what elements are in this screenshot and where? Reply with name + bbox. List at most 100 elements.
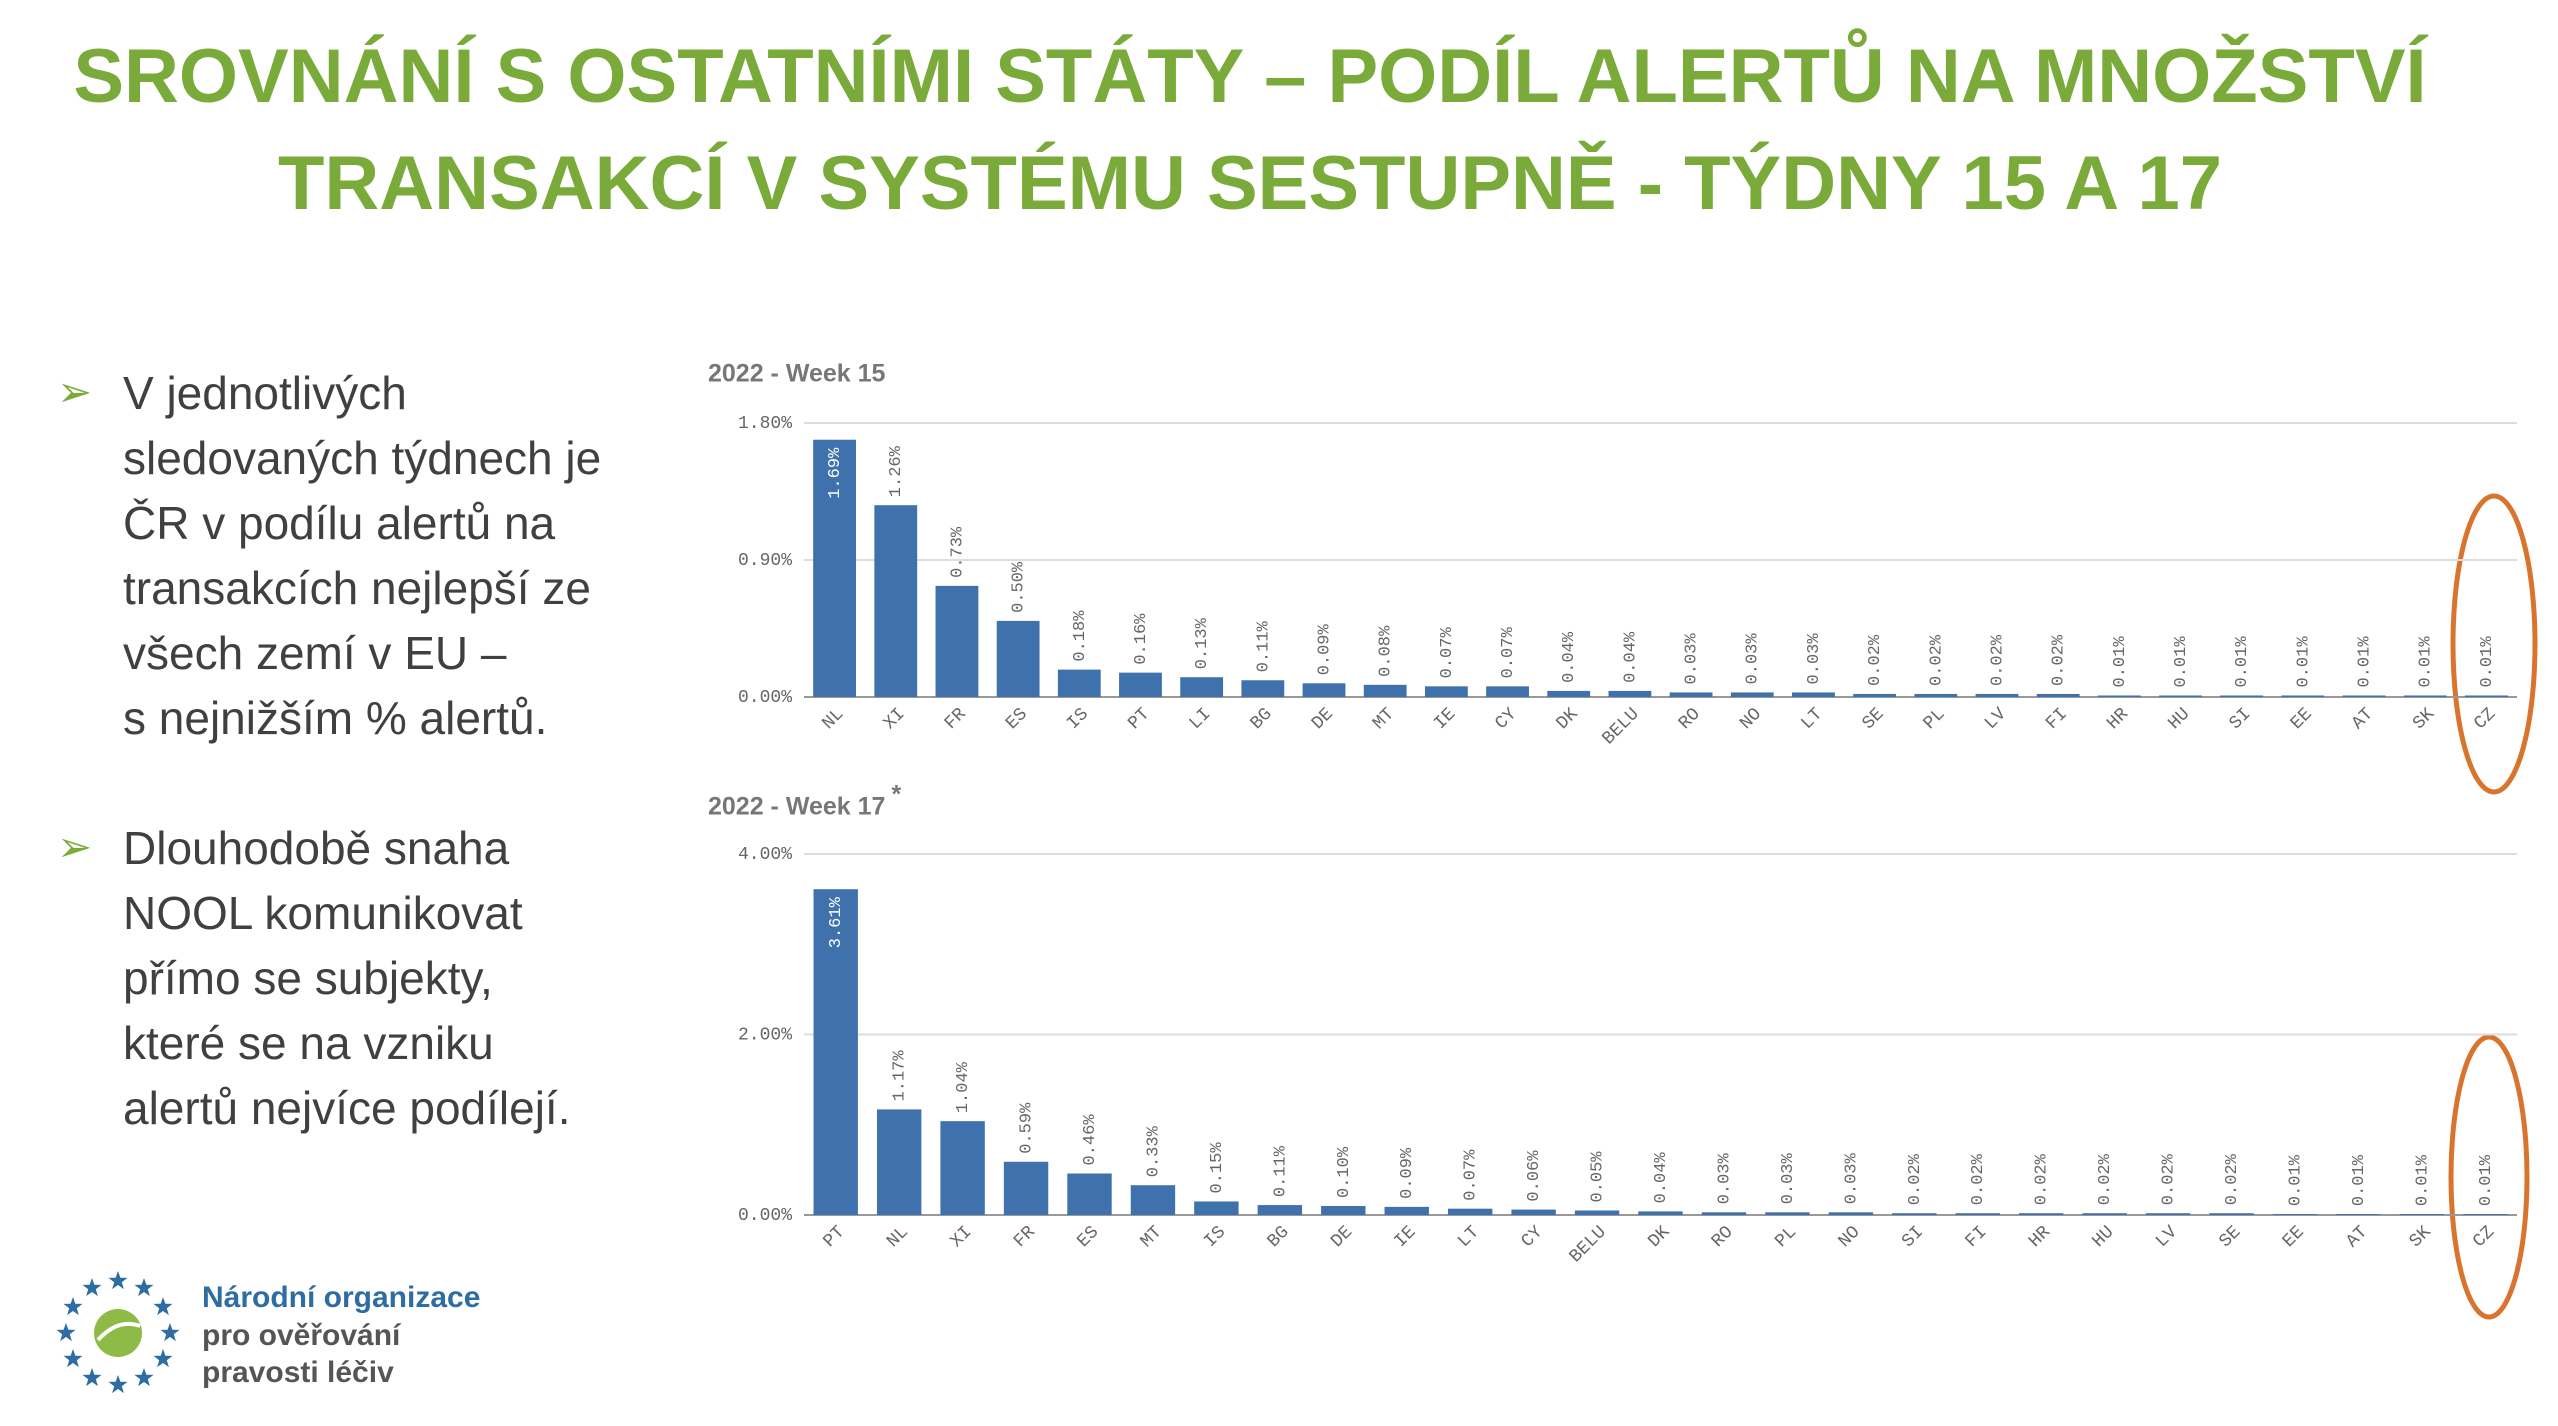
bar <box>2145 1213 2191 1215</box>
bar <box>2097 695 2141 697</box>
x-tick-label: NO <box>1736 704 1765 733</box>
logo-star <box>63 1297 83 1316</box>
x-tick-label: NL <box>883 1222 912 1251</box>
x-tick-label: BG <box>1247 704 1276 733</box>
y-tick-label: 0.90% <box>738 551 792 571</box>
value-label: 0.01% <box>2477 1154 2496 1206</box>
bar <box>2336 1214 2381 1215</box>
value-label: 0.13% <box>1193 617 1212 669</box>
logo-swoosh <box>96 1321 141 1342</box>
x-tick-label: XI <box>947 1222 976 1251</box>
bar <box>1447 1208 1493 1215</box>
bar <box>1853 693 1897 697</box>
bar <box>996 620 1040 697</box>
value-label: 0.01% <box>2478 636 2497 688</box>
x-tick-label: NL <box>819 704 848 733</box>
value-label: 0.01% <box>2111 636 2130 688</box>
value-label: 0.46% <box>1081 1114 1100 1166</box>
y-tick-label: 0.00% <box>738 688 792 708</box>
x-tick-label: DK <box>1645 1222 1675 1252</box>
value-label: 0.11% <box>1254 620 1273 672</box>
x-tick-label: XI <box>880 704 909 733</box>
value-label: 0.02% <box>1866 634 1885 686</box>
bullet-text: sledovaných týdnech je <box>123 432 601 484</box>
value-label: 1.26% <box>887 445 906 497</box>
value-label: 0.09% <box>1398 1147 1417 1199</box>
x-tick-label: HU <box>2165 704 2194 733</box>
value-label: 0.02% <box>1969 1153 1988 1205</box>
value-label: 0.02% <box>2160 1153 2179 1205</box>
x-tick-label: FR <box>941 704 971 734</box>
value-label: 0.01% <box>2413 1154 2432 1206</box>
bar <box>2209 1213 2254 1215</box>
x-tick-label: DK <box>1553 704 1583 734</box>
x-tick-label: AT <box>2348 704 2378 734</box>
value-label: 0.02% <box>1988 634 2007 686</box>
bar <box>1194 1201 1239 1215</box>
value-label: 0.07% <box>1499 627 1518 679</box>
chart-title: 2022 - Week 17 <box>708 793 885 821</box>
x-tick-label: IE <box>1391 1222 1420 1251</box>
bar <box>2018 1213 2064 1215</box>
bullet-text: Dlouhodobě snaha <box>123 822 510 874</box>
x-tick-label: LV <box>1981 704 2011 734</box>
bullet-text: alertů nejvíce podílejí. <box>123 1082 571 1134</box>
x-tick-label: BELU <box>1566 1222 1611 1267</box>
value-label: 0.04% <box>1652 1152 1671 1204</box>
bar <box>1003 1161 1049 1215</box>
x-tick-label: MT <box>1369 704 1399 734</box>
bullet-text: transakcích nejlepší ze <box>123 562 591 614</box>
bar <box>1547 690 1591 697</box>
bar <box>876 1109 922 1215</box>
value-label: 1.17% <box>891 1050 910 1102</box>
bar <box>1363 684 1407 697</box>
x-tick-label: MT <box>1137 1222 1167 1252</box>
value-label: 0.02% <box>2096 1153 2115 1205</box>
x-tick-label: HU <box>2089 1222 2118 1251</box>
bar <box>1892 1213 1937 1215</box>
bar <box>1669 692 1713 697</box>
bar <box>1180 677 1224 697</box>
bar <box>2281 695 2325 697</box>
value-label: 0.11% <box>1271 1145 1290 1197</box>
value-label: 0.04% <box>1621 631 1640 683</box>
x-tick-label: RO <box>1708 1222 1737 1251</box>
bar <box>2399 1214 2445 1215</box>
bar <box>2159 695 2202 697</box>
y-tick-label: 2.00% <box>738 1025 792 1045</box>
x-tick-label: HR <box>2025 1222 2055 1252</box>
value-label: 0.01% <box>2356 636 2375 688</box>
value-label: 0.10% <box>1335 1146 1354 1198</box>
x-tick-label: IS <box>1201 1222 1230 1251</box>
value-label: 0.06% <box>1525 1150 1544 1202</box>
logo-text: pravosti léčiv <box>202 1356 394 1389</box>
bar <box>2272 1214 2318 1215</box>
value-label: 0.16% <box>1132 613 1151 665</box>
bullet-text: všech zemí v EU – <box>123 627 507 679</box>
bar <box>940 1121 985 1215</box>
x-tick-label: LV <box>2152 1222 2182 1252</box>
y-tick-label: 4.00% <box>738 845 792 865</box>
bar <box>1765 1212 1810 1215</box>
bar <box>1384 1206 1429 1215</box>
bar <box>1067 1173 1112 1215</box>
value-label: 0.05% <box>1589 1151 1608 1203</box>
bar <box>2036 693 2080 697</box>
bar <box>2463 1214 2508 1215</box>
bar <box>1792 692 1835 697</box>
slide-title: SROVNÁNÍ S OSTATNÍMI STÁTY – PODÍL ALERT… <box>73 29 2428 119</box>
value-label: 1.69% <box>826 447 845 499</box>
x-tick-label: SE <box>1859 704 1888 733</box>
logo-star <box>134 1368 154 1387</box>
value-label: 0.01% <box>2286 1154 2305 1206</box>
bar <box>1119 672 1162 697</box>
value-label: 3.61% <box>827 896 846 948</box>
x-tick-label: BELU <box>1599 704 1644 749</box>
x-tick-label: RO <box>1675 704 1704 733</box>
logo-ball <box>94 1309 142 1357</box>
x-tick-label: DE <box>1308 704 1337 733</box>
x-tick-label: IE <box>1431 704 1460 733</box>
logo-star <box>82 1368 102 1387</box>
x-tick-label: AT <box>2343 1222 2373 1252</box>
